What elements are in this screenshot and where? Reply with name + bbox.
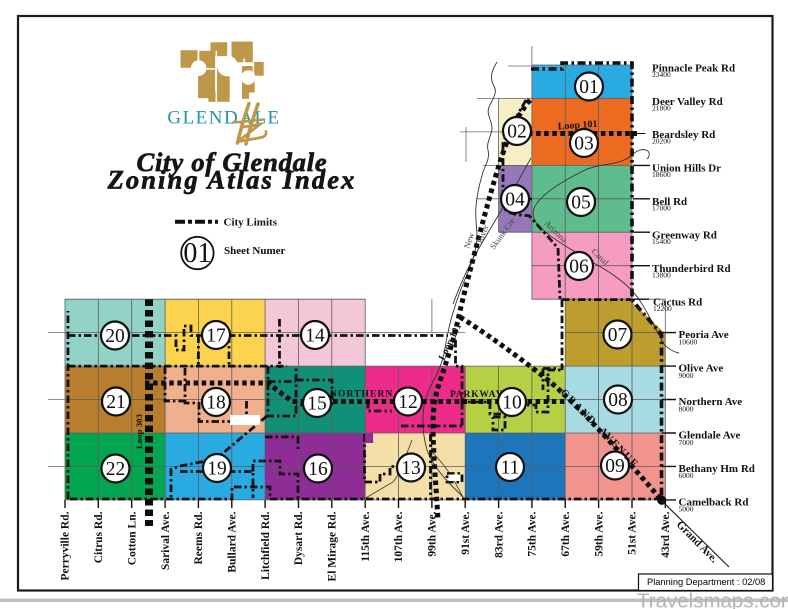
svg-text:Northern Ave: Northern Ave	[679, 396, 743, 408]
svg-text:Zoning Atlas Index: Zoning Atlas Index	[107, 165, 357, 195]
svg-text:City of Glendale: City of Glendale	[137, 147, 328, 177]
svg-text:10: 10	[502, 393, 522, 414]
svg-text:51st Ave.: 51st Ave.	[627, 511, 639, 554]
svg-text:Bullard Ave.: Bullard Ave.	[227, 511, 239, 572]
svg-text:59th Ave.: 59th Ave.	[593, 511, 605, 556]
svg-text:12: 12	[398, 392, 418, 413]
svg-text:8000: 8000	[679, 404, 694, 413]
svg-text:Camelback Rd: Camelback Rd	[679, 496, 749, 508]
svg-text:10600: 10600	[679, 337, 698, 346]
svg-text:17: 17	[206, 326, 226, 347]
svg-text:Peoria Ave: Peoria Ave	[679, 329, 729, 341]
svg-text:20: 20	[105, 326, 125, 347]
svg-text:06: 06	[569, 257, 589, 278]
svg-text:Greenway Rd: Greenway Rd	[652, 230, 717, 242]
svg-text:Planning Department : 02/08: Planning Department : 02/08	[647, 577, 765, 587]
svg-text:Perryville Rd.: Perryville Rd.	[60, 511, 72, 580]
svg-text:7000: 7000	[679, 438, 694, 447]
svg-text:13: 13	[401, 458, 421, 479]
svg-text:21800: 21800	[652, 103, 671, 112]
svg-text:14: 14	[305, 326, 325, 347]
svg-text:91st Ave.: 91st Ave.	[460, 511, 472, 554]
svg-text:12200: 12200	[653, 304, 672, 313]
svg-text:Thunderbird Rd: Thunderbird Rd	[652, 263, 731, 275]
svg-text:Bell Rd: Bell Rd	[652, 196, 687, 208]
svg-text:NORTHERN: NORTHERN	[330, 390, 393, 400]
svg-text:Citrus Rd.: Citrus Rd.	[93, 511, 105, 563]
svg-text:67th Ave.: 67th Ave.	[560, 511, 572, 556]
svg-text:21: 21	[106, 392, 126, 413]
svg-text:Cotton Ln.: Cotton Ln.	[126, 511, 138, 565]
svg-text:115th Ave.: 115th Ave.	[360, 511, 372, 561]
svg-text:07: 07	[608, 325, 628, 346]
svg-text:22: 22	[106, 459, 126, 480]
svg-text:9000: 9000	[679, 371, 694, 380]
svg-text:15: 15	[307, 394, 327, 415]
svg-text:Sheet Numer: Sheet Numer	[224, 245, 286, 257]
svg-text:Dysart Rd.: Dysart Rd.	[293, 511, 305, 565]
svg-text:75th Ave.: 75th Ave.	[527, 511, 539, 556]
svg-text:Reems Rd.: Reems Rd.	[193, 511, 205, 564]
svg-text:Deer Valley Rd: Deer Valley Rd	[652, 96, 723, 108]
svg-text:PARKWAY: PARKWAY	[450, 390, 503, 400]
svg-text:16: 16	[308, 459, 328, 480]
svg-text:11: 11	[501, 458, 520, 479]
svg-text:18: 18	[206, 393, 226, 414]
svg-text:08: 08	[608, 390, 628, 411]
svg-text:GLENDALE: GLENDALE	[167, 108, 280, 129]
svg-text:99th Ave.: 99th Ave.	[427, 511, 439, 556]
svg-text:Union Hills Dr: Union Hills Dr	[652, 163, 721, 175]
svg-text:83rd Ave.: 83rd Ave.	[493, 511, 505, 558]
svg-text:02: 02	[507, 122, 527, 143]
svg-text:03: 03	[574, 134, 594, 155]
svg-text:15400: 15400	[652, 237, 671, 246]
svg-text:Sarival Ave.: Sarival Ave.	[160, 511, 172, 570]
svg-text:5000: 5000	[679, 505, 694, 514]
svg-text:Olive Ave: Olive Ave	[679, 363, 724, 375]
svg-text:17000: 17000	[652, 204, 671, 213]
svg-text:09: 09	[605, 456, 625, 477]
svg-text:Pinnacle Peak Rd: Pinnacle Peak Rd	[652, 62, 735, 74]
svg-text:Glendale Ave: Glendale Ave	[679, 429, 741, 441]
svg-text:04: 04	[505, 190, 525, 211]
svg-text:Litchfield Rd.: Litchfield Rd.	[260, 511, 272, 579]
svg-text:23400: 23400	[652, 70, 671, 79]
svg-text:Beardsley Rd: Beardsley Rd	[652, 129, 715, 141]
svg-text:Travelsmaps.com: Travelsmaps.com	[637, 590, 788, 609]
svg-text:Bethany Hm Rd: Bethany Hm Rd	[679, 463, 755, 475]
svg-text:20200: 20200	[652, 137, 671, 146]
svg-text:El Mirage Rd.: El Mirage Rd.	[327, 511, 339, 581]
svg-text:05: 05	[571, 193, 591, 214]
svg-text:City Limits: City Limits	[224, 217, 278, 229]
svg-text:01: 01	[579, 77, 599, 98]
svg-text:13800: 13800	[652, 271, 671, 280]
svg-text:19: 19	[207, 459, 227, 480]
svg-text:Loop 101: Loop 101	[557, 119, 597, 133]
svg-text:107th Ave.: 107th Ave.	[393, 511, 405, 562]
svg-text:43rd Ave.: 43rd Ave.	[660, 511, 672, 558]
svg-text:01: 01	[183, 238, 211, 269]
svg-text:Cactus Rd: Cactus Rd	[653, 297, 702, 309]
svg-text:Loop 303: Loop 303	[134, 413, 144, 449]
svg-text:18600: 18600	[652, 170, 671, 179]
svg-text:6000: 6000	[679, 471, 694, 480]
